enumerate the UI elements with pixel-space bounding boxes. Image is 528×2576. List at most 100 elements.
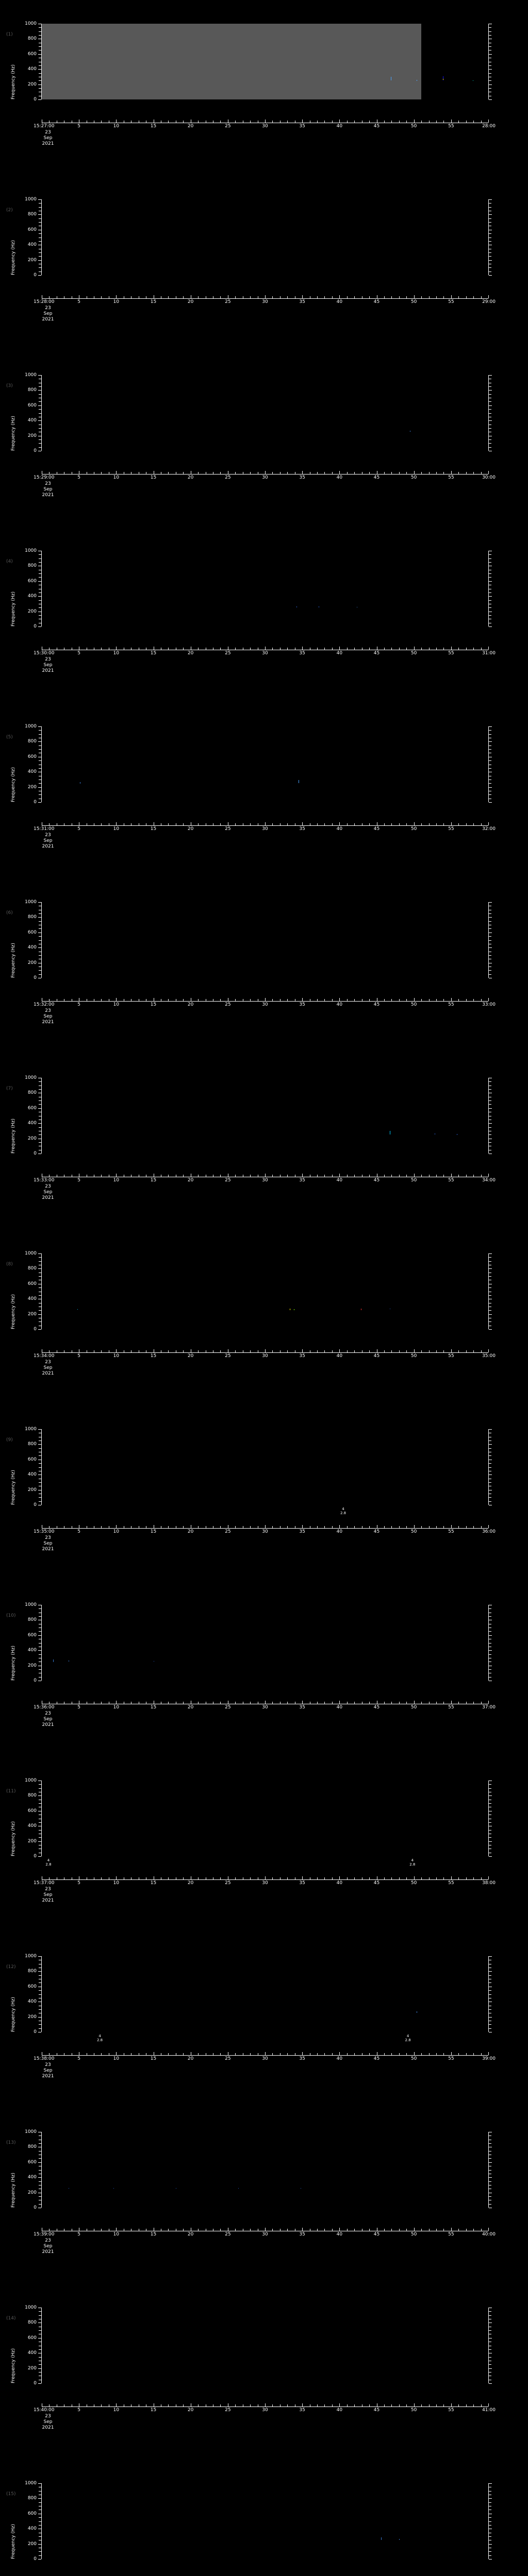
x-axis-tick xyxy=(466,999,467,1001)
x-axis-tick-label: 35 xyxy=(299,1880,305,1886)
x-axis-tick xyxy=(324,1526,325,1528)
y-axis-tick xyxy=(489,2177,492,2178)
x-axis-tick xyxy=(324,2053,325,2055)
x-axis-tick xyxy=(339,822,340,825)
x-axis-tick xyxy=(488,647,489,650)
x-axis-tick xyxy=(481,1350,482,1352)
x-axis-tick xyxy=(324,296,325,298)
x-axis-tick xyxy=(481,648,482,650)
x-axis-tick xyxy=(302,2403,303,2406)
y-axis-spine xyxy=(41,375,42,451)
y-axis-tick xyxy=(38,1650,41,1651)
x-axis-tick xyxy=(332,1877,333,1879)
date-stamp-part: 23 xyxy=(45,2062,51,2067)
x-axis-tick xyxy=(49,823,50,825)
x-axis-tick xyxy=(451,1174,452,1177)
y-axis-tick-label: 0 xyxy=(34,448,37,453)
x-axis-tick-label: 15 xyxy=(150,1880,157,1886)
y-axis-tick xyxy=(39,428,41,429)
y-axis-tick xyxy=(489,2517,491,2518)
x-axis-end-label: 32:00 xyxy=(482,826,496,832)
x-axis-tick-label: 25 xyxy=(225,2056,231,2061)
x-axis-tick xyxy=(466,121,467,123)
y-axis-tick xyxy=(39,936,41,937)
x-axis-tick-label: 55 xyxy=(448,124,454,129)
x-axis-tick xyxy=(399,2053,400,2055)
x-axis-tick-label: 15 xyxy=(150,1002,157,1007)
x-axis-tick xyxy=(451,295,452,298)
x-axis-tick-label: 25 xyxy=(225,826,231,832)
detection-annotation: 4 2.8 xyxy=(340,1507,346,1515)
y-axis-tick-label: 400 xyxy=(27,1296,37,1302)
x-axis-tick xyxy=(198,2053,199,2055)
y-axis-tick xyxy=(489,596,492,597)
x-axis-tick xyxy=(168,648,169,650)
x-axis-tick xyxy=(116,1876,117,1879)
x-axis-tick xyxy=(443,1526,444,1528)
x-axis-tick xyxy=(183,1350,184,1352)
x-axis-start-label: 15:31:00 xyxy=(34,826,55,832)
date-stamp: 23 Sep 2021 xyxy=(34,833,62,850)
x-axis-tick xyxy=(421,1350,422,1352)
y-axis-tick xyxy=(489,1841,492,1842)
y-axis-tick xyxy=(489,592,491,593)
x-axis-tick xyxy=(384,472,385,474)
y-axis-tick-label: 0 xyxy=(34,2205,37,2210)
x-axis-tick xyxy=(473,2053,474,2055)
x-axis-tick xyxy=(481,2404,482,2406)
y-axis-tick xyxy=(39,1803,41,1804)
x-axis-tick xyxy=(473,1175,474,1177)
x-axis-tick xyxy=(235,1350,236,1352)
x-axis-tick xyxy=(391,2053,392,2055)
x-axis-tick-label: 5 xyxy=(77,2056,81,2061)
y-axis-title: Frequency (Hz) xyxy=(11,2173,16,2208)
y-axis-tick xyxy=(39,88,41,89)
x-axis-start-label: 15:30:00 xyxy=(34,651,55,656)
spectrogram-panel: (8) Frequency (Hz) 0 200 400 600 800 1000 15:34:… xyxy=(0,1230,528,1405)
x-axis-tick xyxy=(183,648,184,650)
x-axis-tick xyxy=(436,1526,437,1528)
x-axis-tick-label: 30 xyxy=(262,299,268,304)
x-axis-tick xyxy=(421,648,422,650)
x-axis-tick xyxy=(414,1876,415,1879)
x-axis-spine xyxy=(42,2406,488,2407)
x-axis-tick-label: 10 xyxy=(113,1002,120,1007)
y-axis-tick xyxy=(489,2315,491,2316)
spectrogram-panel: (3) Frequency (Hz) 0 200 400 600 800 1000 15:29:… xyxy=(0,351,528,527)
x-axis-tick xyxy=(183,472,184,474)
y-axis-tick xyxy=(39,955,41,956)
x-axis-tick-label: 55 xyxy=(448,2056,454,2061)
y-axis-tick xyxy=(39,31,41,32)
y-axis-tick xyxy=(39,1276,41,1277)
y-axis-tick xyxy=(489,1467,491,1468)
y-axis-title: Frequency (Hz) xyxy=(11,943,16,978)
x-axis-tick xyxy=(220,823,221,825)
x-axis-tick-label: 20 xyxy=(187,1178,194,1183)
x-axis-tick xyxy=(421,2229,422,2231)
x-axis-tick xyxy=(265,2228,266,2231)
x-axis-tick-label: 15 xyxy=(150,124,157,129)
x-axis-tick xyxy=(302,822,303,825)
x-axis-tick-label: 25 xyxy=(225,2232,231,2237)
x-axis-tick xyxy=(488,120,489,123)
spectrogram-panel: (4) Frequency (Hz) 0 200 400 600 800 1000 15:30:… xyxy=(0,527,528,703)
x-axis-tick xyxy=(406,823,407,825)
y-axis-tick-label: 1000 xyxy=(25,1075,37,1080)
x-axis-tick xyxy=(346,823,348,825)
y-axis-tick-label: 400 xyxy=(27,1823,37,1829)
y-axis-tick xyxy=(489,970,491,971)
date-stamp-part: 2021 xyxy=(42,1020,54,1025)
y-axis-tick xyxy=(489,2349,491,2350)
y-axis-tick-label: 200 xyxy=(27,1311,37,1317)
y-axis-tick xyxy=(38,741,41,742)
y-axis-tick xyxy=(38,214,41,215)
y-axis-tick xyxy=(489,1127,491,1128)
y-axis-spine xyxy=(488,1429,489,1505)
x-axis-tick-label: 45 xyxy=(373,299,380,304)
y-axis-spine xyxy=(488,2132,489,2208)
x-axis-tick xyxy=(436,1877,437,1879)
plot-area xyxy=(42,1605,488,1681)
y-axis-tick xyxy=(489,2196,491,2197)
y-axis-tick xyxy=(489,726,492,727)
x-axis-tick xyxy=(101,1350,102,1352)
